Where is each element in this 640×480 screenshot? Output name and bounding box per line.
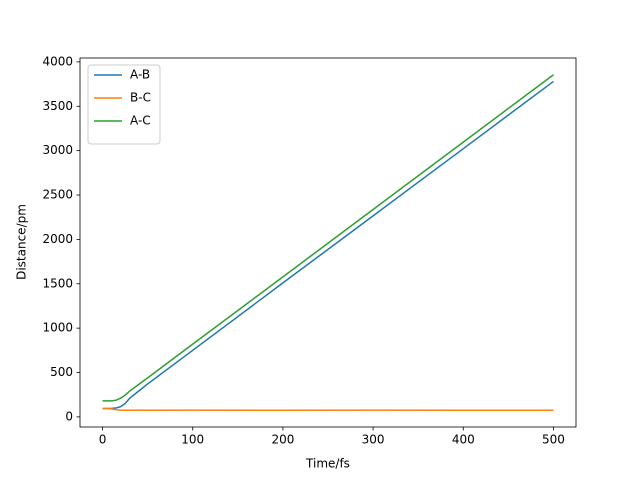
- x-tick-label: 200: [271, 433, 294, 447]
- plot-frame: [79, 57, 577, 428]
- y-tick-label: 1000: [42, 321, 73, 335]
- line: [102, 80, 554, 410]
- y-tick-label: 3000: [42, 143, 73, 157]
- line: [102, 74, 554, 402]
- legend-label: A-B: [130, 68, 150, 82]
- x-tick-label: 400: [452, 433, 475, 447]
- y-tick-label: 3500: [42, 99, 73, 113]
- y-tick-label: 0: [65, 409, 73, 423]
- x-tick-label: 500: [542, 433, 565, 447]
- y-tick-label: 1500: [42, 276, 73, 290]
- y-tick-label: 2000: [42, 232, 73, 246]
- x-tick-label: 0: [99, 433, 107, 447]
- legend-label: A-C: [130, 114, 151, 128]
- y-tick-label: 500: [50, 365, 73, 379]
- line: [102, 407, 554, 411]
- legend-box: [87, 64, 161, 145]
- y-tick-label: 4000: [42, 54, 73, 68]
- legend-label: B-C: [130, 91, 151, 105]
- x-axis-label: Time/fs: [305, 457, 350, 471]
- y-tick-label: 2500: [42, 188, 73, 202]
- x-tick-label: 300: [362, 433, 385, 447]
- y-axis-label: Distance/pm: [15, 204, 29, 280]
- x-tick-label: 100: [181, 433, 204, 447]
